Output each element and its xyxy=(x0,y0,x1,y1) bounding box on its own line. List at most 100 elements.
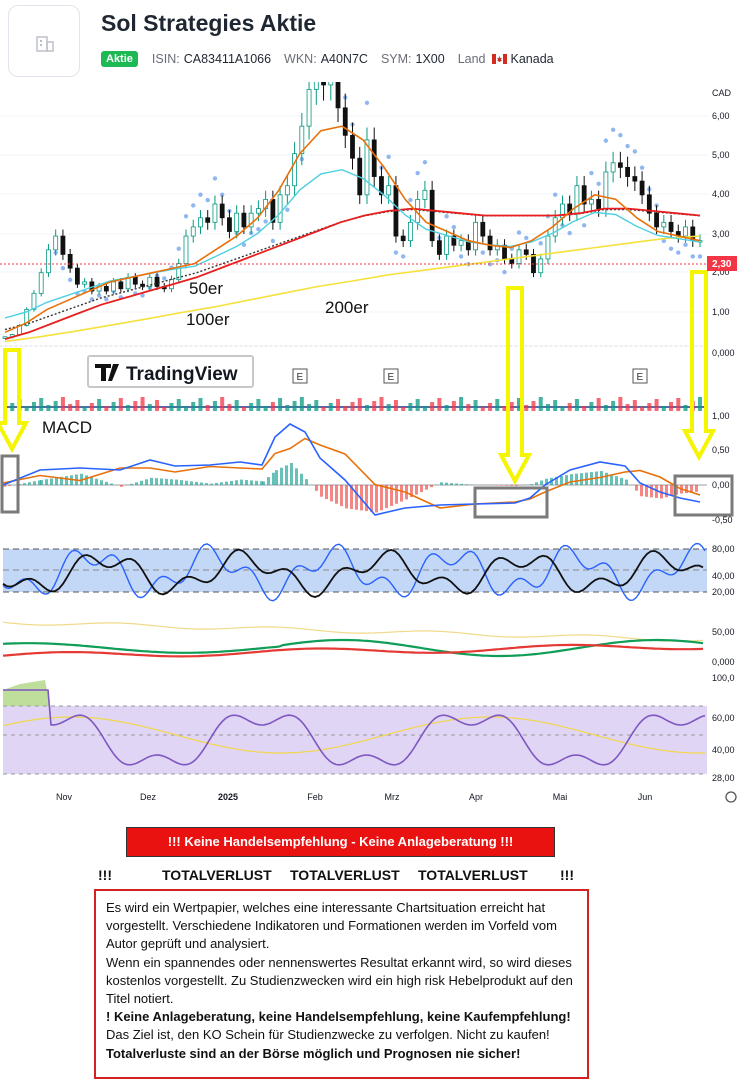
macd-histogram-bar xyxy=(235,480,238,485)
time-tick: Apr xyxy=(469,792,483,802)
macd-histogram-bar xyxy=(240,479,243,485)
candle-body xyxy=(567,203,573,214)
price-tick: 2,00 xyxy=(712,267,730,277)
plus-di-line xyxy=(2,638,704,658)
candle-body xyxy=(661,221,667,228)
last-price-badge xyxy=(707,256,737,271)
volume-bar xyxy=(162,407,167,411)
volume-bar xyxy=(212,401,217,411)
candle-body xyxy=(227,217,232,232)
macd-histogram-bar xyxy=(195,481,198,485)
macd-histogram-bar xyxy=(370,485,373,512)
adx-line xyxy=(2,621,704,642)
volume-bar xyxy=(357,398,362,411)
sar-dot xyxy=(516,230,522,235)
time-tick: Nov xyxy=(56,792,73,802)
land-value: Kanada xyxy=(510,52,554,66)
macd-histogram-bar xyxy=(665,485,668,498)
macd-histogram-bar xyxy=(110,483,113,485)
volume-bar xyxy=(285,405,290,411)
volume-bar xyxy=(647,403,652,411)
candle-body xyxy=(176,263,182,280)
macd-histogram-bar xyxy=(215,482,218,485)
volume-bar xyxy=(183,406,188,411)
volume-bar xyxy=(321,407,326,411)
dmi-panel xyxy=(2,621,704,658)
volume-bar xyxy=(97,399,102,411)
candle-body xyxy=(487,235,493,251)
sym-label: SYM: xyxy=(380,52,412,66)
rsi-tick: 100,0 xyxy=(712,673,735,683)
arrow-2 xyxy=(497,286,533,486)
volume-bar xyxy=(524,405,529,411)
macd-histogram-bar xyxy=(565,475,568,485)
macd-histogram-bar xyxy=(450,483,453,485)
macd-histogram-bar xyxy=(280,467,283,485)
sma50-line xyxy=(4,125,701,334)
macd-histogram-bar xyxy=(290,462,293,485)
volume-bar xyxy=(336,399,341,411)
macd-histogram-bar xyxy=(390,485,393,506)
candle-body xyxy=(306,89,312,127)
volume-bar xyxy=(292,401,297,411)
macd-histogram-bar xyxy=(205,483,208,485)
earnings-marker-box xyxy=(383,368,399,384)
rsi-line xyxy=(3,689,706,766)
candle-body xyxy=(523,249,529,255)
candle-body xyxy=(38,272,44,294)
sar-dot xyxy=(285,207,290,212)
highlight-box-2 xyxy=(473,486,549,519)
tradingview-logo xyxy=(87,355,254,388)
dmi-tick: 0,000 xyxy=(712,657,735,667)
rsi-band xyxy=(3,706,707,774)
stock-logo-placeholder xyxy=(8,5,80,77)
macd-histogram-bar xyxy=(505,485,508,486)
candle-body xyxy=(270,199,276,223)
macd-histogram-bar xyxy=(180,480,183,485)
time-tick: Mrz xyxy=(385,792,400,802)
sar-dot xyxy=(524,235,529,241)
macd-histogram-bar xyxy=(580,473,583,485)
arrow-3 xyxy=(681,270,717,462)
candle-body xyxy=(480,221,486,237)
sar-dot xyxy=(661,238,667,244)
candle-body xyxy=(436,240,442,255)
sar-dot xyxy=(487,262,493,267)
sar-dot xyxy=(415,170,420,176)
volume-bar xyxy=(155,400,160,411)
minus-di-line xyxy=(2,643,704,658)
candle-body xyxy=(400,235,406,242)
macd-histogram-bar xyxy=(245,480,248,485)
settings-gear-icon[interactable] xyxy=(725,791,737,803)
macd-histogram-bar xyxy=(185,480,188,485)
time-tick: Jun xyxy=(638,792,653,802)
sma100-label: 100er xyxy=(186,310,230,329)
macd-histogram-bar xyxy=(465,484,468,485)
macd-histogram-bar xyxy=(65,476,68,485)
macd-histogram-bar xyxy=(262,481,265,485)
volume-bar xyxy=(517,398,522,411)
last-price-value: 2,30 xyxy=(712,259,732,270)
volume-bar xyxy=(553,400,558,411)
time-tick: Mai xyxy=(553,792,568,802)
volume-bar xyxy=(343,406,348,411)
sar-dot xyxy=(393,250,399,255)
stock-chart: TradingView E E E 50er 100er 200er MACD 6,… xyxy=(0,82,737,812)
candle-body xyxy=(31,292,37,310)
macd-tick: 1,00 xyxy=(712,411,730,421)
warning-right: !!! xyxy=(560,867,574,883)
sar-dot xyxy=(256,227,261,232)
volume-bar xyxy=(495,399,500,411)
candle-body xyxy=(328,82,334,86)
volume-bar xyxy=(169,403,174,411)
macd-histogram-bar xyxy=(440,482,443,485)
rsi-tick: 60,00 xyxy=(712,713,735,723)
macd-histogram-bar xyxy=(650,485,653,498)
sar-dot xyxy=(502,269,507,275)
sar-dot xyxy=(668,246,674,251)
candle-body xyxy=(451,235,457,246)
macd-histogram-bar xyxy=(600,471,603,485)
macd-histogram-bar xyxy=(365,485,368,512)
security-meta: Aktie ISIN: CA83411A1066 WKN: A40N7C SYM… xyxy=(101,51,567,67)
